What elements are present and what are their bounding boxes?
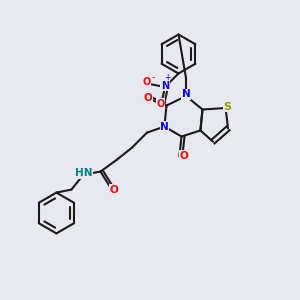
Text: HN: HN — [75, 168, 92, 178]
Text: N: N — [182, 89, 190, 100]
Text: O: O — [142, 76, 151, 87]
Text: O: O — [144, 93, 153, 103]
Text: O: O — [179, 151, 188, 161]
Text: O: O — [110, 185, 118, 195]
Text: N: N — [160, 122, 169, 132]
Text: N: N — [161, 80, 169, 91]
Text: S: S — [223, 101, 231, 112]
Text: -: - — [152, 73, 154, 82]
Text: +: + — [164, 73, 171, 82]
Text: O: O — [156, 98, 165, 109]
